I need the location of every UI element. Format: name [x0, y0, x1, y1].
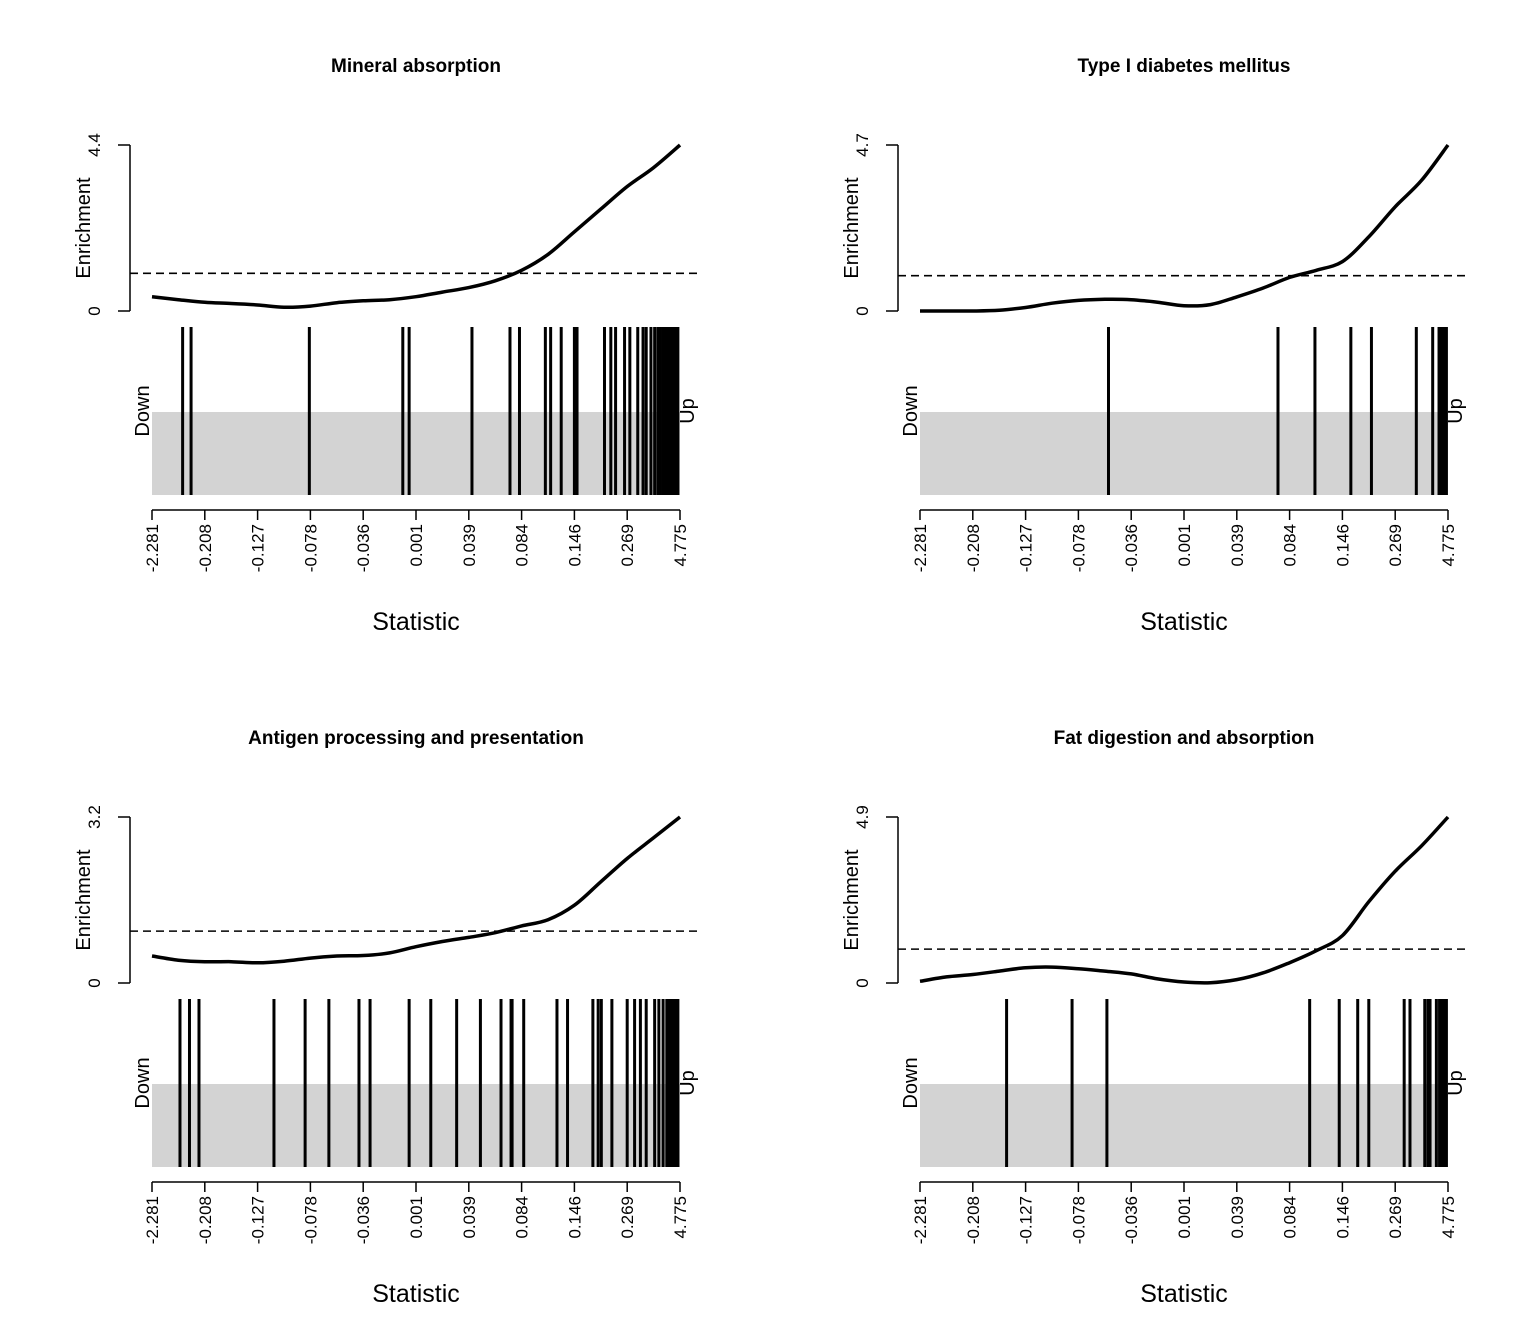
x-tick-label: 0.269 [618, 524, 637, 567]
x-tick-label: 0.039 [460, 524, 479, 567]
x-tick-label: 0.039 [1228, 1196, 1247, 1239]
x-tick-label: 4.775 [1439, 1196, 1458, 1239]
x-tick-label: -0.127 [249, 524, 268, 572]
panel-title: Antigen processing and presentation [248, 728, 584, 749]
x-axis-label: Statistic [372, 1280, 460, 1308]
y-tick-label: 0 [853, 978, 872, 987]
x-tick-label: -0.036 [354, 524, 373, 572]
up-label: Up [677, 398, 699, 424]
down-label: Down [132, 385, 154, 436]
x-tick-label: 0.001 [1175, 1196, 1194, 1239]
down-label: Down [900, 1057, 922, 1108]
up-label: Up [677, 1070, 699, 1096]
x-tick-label: -0.036 [354, 1196, 373, 1244]
y-tick-label: 0 [85, 306, 104, 315]
x-tick-label: 0.269 [1386, 1196, 1405, 1239]
down-label: Down [900, 385, 922, 436]
x-tick-label: 0.084 [1281, 1196, 1300, 1239]
x-tick-label: -2.281 [143, 1196, 162, 1244]
x-tick-label: 4.775 [671, 1196, 690, 1239]
y-tick-label: 4.7 [853, 133, 872, 157]
x-tick-label: 4.775 [1439, 524, 1458, 567]
x-tick-label: -0.078 [1069, 1196, 1088, 1244]
x-tick-label: -2.281 [911, 1196, 930, 1244]
y-axis-label: Enrichment [841, 177, 863, 279]
x-tick-label: -2.281 [911, 524, 930, 572]
x-tick-label: 0.001 [407, 524, 426, 567]
up-label: Up [1445, 398, 1467, 424]
x-tick-label: -0.078 [301, 1196, 320, 1244]
y-tick-label: 0 [85, 978, 104, 987]
panel-1: Mineral absorption 0 4.4 Enrichment Down Up -2… [73, 56, 700, 636]
panel-2: Type I diabetes mellitus 0 4.7 Enrichment Do… [841, 56, 1468, 636]
x-axis-label: Statistic [1140, 1280, 1228, 1308]
enrichment-curve [919, 815, 1450, 985]
x-tick-label: 0.146 [1333, 1196, 1352, 1239]
x-tick-label: 4.775 [671, 524, 690, 567]
enrichment-curve [151, 815, 682, 965]
y-axis-label: Enrichment [73, 177, 95, 279]
panel-title: Type I diabetes mellitus [1078, 56, 1291, 77]
panel-3: Antigen processing and presentation 0 3.2 E… [73, 728, 700, 1308]
y-tick-label: 4.4 [85, 133, 104, 157]
x-tick-label: -0.036 [1122, 1196, 1141, 1244]
x-tick-label: -0.127 [1017, 1196, 1036, 1244]
enrichment-curve [920, 143, 1450, 313]
panel-4: Fat digestion and absorption 0 4.9 Enrichme… [841, 728, 1468, 1308]
x-tick-label: -0.127 [1017, 524, 1036, 572]
x-tick-label: -0.208 [964, 1196, 983, 1244]
x-tick-label: 0.001 [407, 1196, 426, 1239]
x-tick-label: -0.208 [964, 524, 983, 572]
x-tick-label: 0.146 [1333, 524, 1352, 567]
x-tick-label: 0.146 [565, 1196, 584, 1239]
y-tick-label: 3.2 [85, 805, 104, 829]
x-tick-label: 0.001 [1175, 524, 1194, 567]
x-tick-label: 0.039 [1228, 524, 1247, 567]
x-axis-label: Statistic [372, 608, 460, 636]
panel-title: Mineral absorption [331, 56, 501, 77]
barcode-band [152, 412, 680, 495]
x-tick-label: 0.269 [618, 1196, 637, 1239]
x-axis-label: Statistic [1140, 608, 1228, 636]
x-tick-label: 0.269 [1386, 524, 1405, 567]
x-tick-label: -0.078 [301, 524, 320, 572]
x-tick-label: 0.084 [1281, 524, 1300, 567]
y-tick-label: 0 [853, 306, 872, 315]
y-tick-label: 4.9 [853, 805, 872, 829]
x-tick-label: -0.208 [196, 1196, 215, 1244]
enrichment-curve [151, 143, 682, 309]
down-label: Down [132, 1057, 154, 1108]
x-tick-label: 0.039 [460, 1196, 479, 1239]
x-tick-label: 0.084 [513, 1196, 532, 1239]
y-axis-label: Enrichment [73, 849, 95, 951]
x-tick-label: -0.078 [1069, 524, 1088, 572]
panel-title: Fat digestion and absorption [1054, 728, 1315, 749]
y-axis-label: Enrichment [841, 849, 863, 951]
x-tick-label: -0.208 [196, 524, 215, 572]
barcode-band [920, 412, 1448, 495]
x-tick-label: 0.146 [565, 524, 584, 567]
x-tick-label: 0.084 [513, 524, 532, 567]
x-tick-label: -0.036 [1122, 524, 1141, 572]
up-label: Up [1445, 1070, 1467, 1096]
x-tick-label: -2.281 [143, 524, 162, 572]
x-tick-label: -0.127 [249, 1196, 268, 1244]
